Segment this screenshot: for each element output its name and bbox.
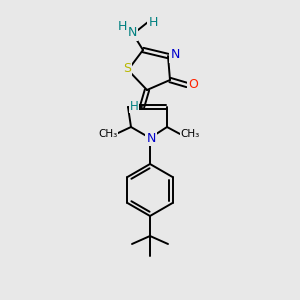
Text: CH₃: CH₃: [98, 129, 118, 139]
Text: H: H: [130, 100, 138, 112]
Text: H: H: [148, 16, 158, 28]
Text: N: N: [170, 49, 180, 62]
Text: N: N: [127, 26, 137, 40]
Text: S: S: [123, 62, 131, 76]
Text: CH₃: CH₃: [180, 129, 200, 139]
Text: N: N: [146, 131, 156, 145]
Text: H: H: [117, 20, 127, 32]
Text: O: O: [188, 79, 198, 92]
